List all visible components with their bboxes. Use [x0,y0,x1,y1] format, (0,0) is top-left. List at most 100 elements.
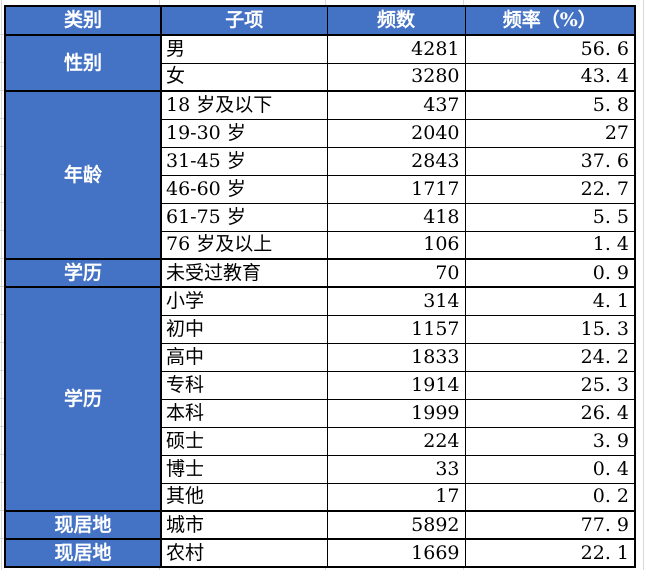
gridline-stub [0,62,4,63]
frequency-cell: 4281 [326,34,466,64]
subitem-cell: 61-75 岁 [160,202,328,232]
table-row: 现居地 城市 5892 77. 9 [4,510,636,540]
frequency-cell: 5892 [326,510,466,540]
percentage-cell: 0. 2 [464,482,636,512]
table-row: 学历 未受过教育 70 0. 9 [4,258,636,288]
gridline-stub [159,566,160,570]
subitem-cell: 46-60 岁 [160,174,328,204]
gridline-stub [0,90,4,91]
frequency-cell: 1914 [326,370,466,400]
table-row: 初中 1157 15. 3 [5,314,636,344]
gridline-stub [0,174,4,175]
subitem-cell: 男 [160,34,328,64]
category-cell: 现居地 [4,510,162,540]
subitem-cell: 未受过教育 [160,258,328,288]
frequency-cell: 33 [326,454,466,484]
frequency-table: 类别 子项 频数 频率（%） 性别男 4281 56. 6 女 3280 43. 4 年龄 1… [4,5,636,568]
percentage-cell: 1. 4 [464,230,636,260]
percentage-cell: 37. 6 [464,146,636,176]
header-category: 类别 [4,5,162,36]
gridline-stub [0,34,4,35]
table-row: 年龄 18 岁及以下 437 5. 8 [4,90,636,260]
frequency-cell: 314 [326,286,466,316]
percentage-cell: 43. 4 [464,62,636,92]
gridline-stub [0,146,4,147]
subitem-cell: 硕士 [160,426,328,456]
subitem-cell: 76 岁及以上 [160,230,328,260]
frequency-cell: 1833 [326,342,466,372]
frequency-cell: 3280 [326,62,466,92]
frequency-cell: 418 [326,202,466,232]
frequency-cell: 17 [326,482,466,512]
table-row: 19-30 岁 2040 27 [5,118,636,148]
table-row: 61-75 岁 418 5. 5 [5,202,636,232]
percentage-cell: 0. 9 [464,258,636,288]
gridline-stub [0,202,4,203]
category-cell: 性别 [4,34,162,92]
subitem-cell: 女 [160,62,328,92]
gridline-stub [0,538,4,539]
category-cell: 年龄 [4,90,162,260]
table-row: 博士 33 0. 4 [5,454,636,484]
percentage-cell: 3. 9 [464,426,636,456]
subitem-cell: 19-30 岁 [160,118,328,148]
frequency-cell: 106 [326,230,466,260]
frequency-cell: 2843 [326,146,466,176]
percentage-cell: 27 [464,118,636,148]
percentage-cell: 5. 5 [464,202,636,232]
category-cell: 学历 [4,258,162,288]
frequency-cell: 437 [326,90,466,120]
gridline-stub [325,566,326,570]
subitem-cell: 城市 [160,510,328,540]
percentage-cell: 4. 1 [464,286,636,316]
frequency-cell: 1157 [326,314,466,344]
percentage-cell: 0. 4 [464,454,636,484]
gridline-stub [0,230,4,231]
table-row: 学历 小学 314 4. 1 [4,286,636,512]
gridline-stub [0,258,4,259]
table-body: 性别男 4281 56. 6 女 3280 43. 4 年龄 18 岁及以下 437 5. 8 19… [4,34,636,568]
gridline-stub [0,398,4,399]
subitem-cell: 初中 [160,314,328,344]
frequency-cell: 1669 [326,538,466,568]
subitem-cell: 其他 [160,482,328,512]
subitem-cell: 高中 [160,342,328,372]
header-row: 类别 子项 频数 频率（%） [4,5,636,36]
subitem-cell: 农村 [160,538,328,568]
header-frequency: 频数 [326,5,466,36]
frequency-cell: 224 [326,426,466,456]
header-subitem: 子项 [160,5,328,36]
percentage-cell: 56. 6 [464,34,636,64]
percentage-cell: 22. 7 [464,174,636,204]
gridline-stub [0,286,4,287]
category-cell: 学历 [4,286,162,512]
frequency-cell: 2040 [326,118,466,148]
gridline-stub [0,454,4,455]
gridline-stub [0,314,4,315]
table-row: 31-45 岁 2843 37. 6 [5,146,636,176]
subitem-cell: 31-45 岁 [160,146,328,176]
frequency-cell: 70 [326,258,466,288]
gridline-stub [0,118,4,119]
category-cell: 现居地 [4,538,162,568]
table-row: 现居地 农村 1669 22. 1 [4,538,636,568]
table-row: 性别男 4281 56. 6 [4,34,636,92]
percentage-cell: 25. 3 [464,370,636,400]
gridline-stub [0,426,4,427]
table-row: 专科 1914 25. 3 [5,370,636,400]
gridline-stub [0,370,4,371]
percentage-cell: 15. 3 [464,314,636,344]
percentage-cell: 22. 1 [464,538,636,568]
percentage-cell: 24. 2 [464,342,636,372]
frequency-cell: 1999 [326,398,466,428]
subitem-cell: 本科 [160,398,328,428]
gridline-stub [0,510,4,511]
table-row: 76 岁及以上 106 1. 4 [5,230,636,260]
percentage-cell: 26. 4 [464,398,636,428]
gridline-stub [463,566,464,570]
table-row: 46-60 岁 1717 22. 7 [5,174,636,204]
gridline-stub [1,0,2,570]
gridline-stub [0,342,4,343]
gridline-stub [0,482,4,483]
